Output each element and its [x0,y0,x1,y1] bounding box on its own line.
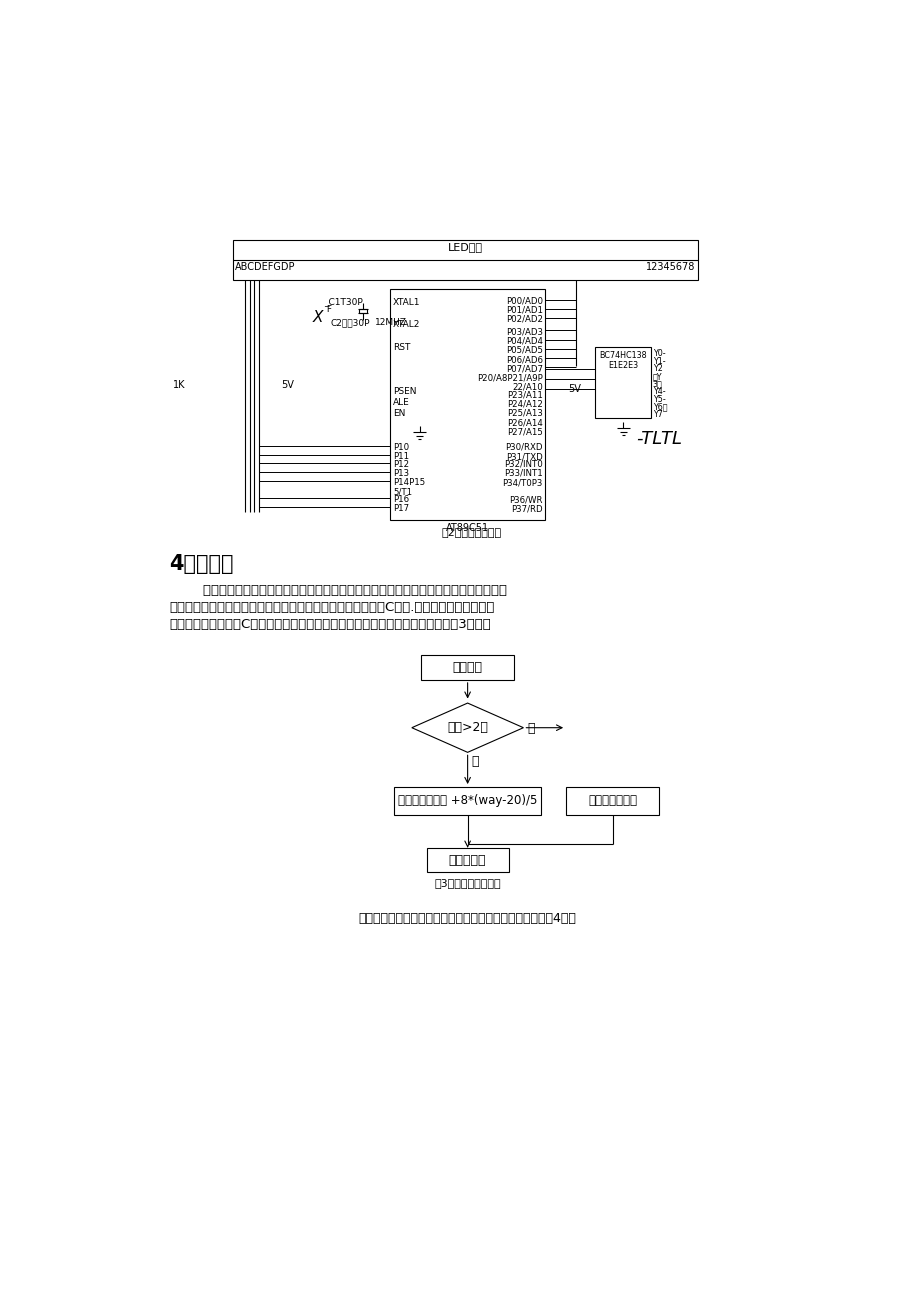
Text: 22/A10: 22/A10 [512,383,542,392]
Text: BC74HC138: BC74HC138 [599,352,646,360]
Text: 5V: 5V [281,379,294,390]
Text: Y0-: Y0- [652,349,664,358]
Text: P16: P16 [392,495,409,504]
Text: P01/AD1: P01/AD1 [505,306,542,315]
Text: P34/T0P3: P34/T0P3 [502,478,542,487]
Text: 图2硬件设计原理图: 图2硬件设计原理图 [441,528,501,538]
Text: 否: 否 [527,722,534,735]
Text: P12: P12 [392,460,409,469]
Bar [565,787,658,814]
Text: F: F [323,305,332,314]
Text: Y7: Y7 [652,410,662,420]
Text: 3、: 3、 [652,379,662,388]
Bar [358,309,367,314]
Text: X: X [312,310,323,326]
Text: 、Y: 、Y [652,371,662,380]
Text: 计算程序: 计算程序 [452,661,482,674]
Text: Y4-: Y4- [652,387,664,396]
Text: Y2: Y2 [652,365,662,373]
Text: Y6、: Y6、 [652,403,666,412]
Text: EN: EN [392,409,405,418]
Text: P02/AD2: P02/AD2 [505,315,542,324]
Text: 根据设计的要求，在本系统中主要有主程序和延时程序，主程序中包括中断服务程序和: 根据设计的要求，在本系统中主要有主程序和延时程序，主程序中包括中断服务程序和 [169,584,506,597]
Text: LED显示: LED显示 [448,242,482,251]
Text: P05/AD5: P05/AD5 [505,345,542,354]
Text: P00/AD0: P00/AD0 [505,297,542,305]
Text: PSEN: PSEN [392,387,416,396]
Text: RST: RST [392,343,410,352]
Bar [426,848,508,873]
Text: P11: P11 [392,452,409,461]
Text: P20/A8P21/A9P: P20/A8P21/A9P [477,374,542,383]
Text: AT89C51: AT89C51 [446,523,489,533]
Text: -TLTL: -TLTL [635,430,681,448]
Text: P14P15: P14P15 [392,478,425,487]
Text: _C1T30P: _C1T30P [323,297,363,306]
Text: P06/AD6: P06/AD6 [505,354,542,364]
Text: 根据该设计要实现的功能及其硬件电路图，程序流程图如图4所示: 根据该设计要实现的功能及其硬件电路图，程序流程图如图4所示 [358,912,576,925]
Text: P31/TXD: P31/TXD [505,452,542,461]
Bar [421,655,514,680]
Text: P30/RXD: P30/RXD [505,443,542,452]
Text: P37/RD: P37/RD [511,504,542,513]
Text: 键盘显示子程序、计算子程序等。现在应用更广泛的是单片机C语言.因其简单明了，故此次: 键盘显示子程序、计算子程序等。现在应用更广泛的是单片机C语言.因其简单明了，故此… [169,601,494,614]
Text: P23/A11: P23/A11 [506,391,542,400]
Text: 是: 是 [471,754,479,767]
Text: E1E2E3: E1E2E3 [607,361,638,370]
Text: 5/T1: 5/T1 [392,487,412,496]
Text: 5V: 5V [568,383,581,394]
Text: P36/WR: P36/WR [509,495,542,504]
Text: 总金额＝起步价 +8*(way-20)/5: 总金额＝起步价 +8*(way-20)/5 [398,795,537,808]
Text: P24/A12: P24/A12 [506,400,542,409]
Text: P07/AD7: P07/AD7 [505,365,542,373]
Text: P03/AD3: P03/AD3 [505,327,542,336]
Text: C2二二30P: C2二二30P [330,318,369,327]
Text: 数码管显示: 数码管显示 [448,853,486,866]
Bar [595,348,651,418]
Bar [390,289,545,520]
Text: ALE: ALE [392,399,410,407]
Text: P13: P13 [392,469,409,478]
Text: 12MHZ: 12MHZ [374,318,406,327]
Text: XTAL1: XTAL1 [392,298,420,308]
Text: 4软件设计: 4软件设计 [169,554,233,573]
Text: 总金额＝起步价: 总金额＝起步价 [587,795,636,808]
Text: P33/INT1: P33/INT1 [504,469,542,478]
Text: P26/A14: P26/A14 [506,418,542,427]
Text: P32/INT0: P32/INT0 [504,460,542,469]
Text: 图3总金额计算流程图: 图3总金额计算流程图 [434,878,500,887]
Text: ABCDEFGDP: ABCDEFGDP [235,262,295,272]
Text: 课程设计采用单片机C语言编程。程序源代码如附录所示。总金额计算流程图如图3所示。: 课程设计采用单片机C语言编程。程序源代码如附录所示。总金额计算流程图如图3所示。 [169,618,491,631]
Text: XTAL2: XTAL2 [392,319,420,328]
Text: P25/A13: P25/A13 [506,409,542,418]
Text: 里程>2？: 里程>2？ [447,721,488,734]
Text: Y1-: Y1- [652,357,664,366]
Text: P17: P17 [392,504,409,513]
Text: 1K: 1K [173,379,186,390]
Text: P04/AD4: P04/AD4 [505,336,542,345]
Bar [233,240,697,280]
Text: P10: P10 [392,443,409,452]
Text: 12345678: 12345678 [645,262,695,272]
Text: Y5-: Y5- [652,395,664,404]
Bar [393,787,540,814]
Text: P27/A15: P27/A15 [506,427,542,437]
